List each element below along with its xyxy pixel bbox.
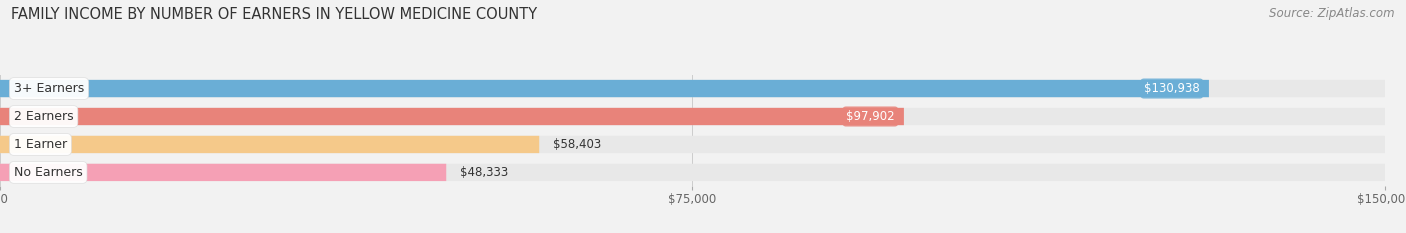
FancyBboxPatch shape [0,164,446,181]
FancyBboxPatch shape [0,108,1385,125]
Text: 2 Earners: 2 Earners [14,110,73,123]
Text: $97,902: $97,902 [846,110,894,123]
FancyBboxPatch shape [0,164,1385,181]
FancyBboxPatch shape [0,80,1209,97]
Text: FAMILY INCOME BY NUMBER OF EARNERS IN YELLOW MEDICINE COUNTY: FAMILY INCOME BY NUMBER OF EARNERS IN YE… [11,7,537,22]
Text: 3+ Earners: 3+ Earners [14,82,84,95]
Text: Source: ZipAtlas.com: Source: ZipAtlas.com [1270,7,1395,20]
FancyBboxPatch shape [0,136,1385,153]
FancyBboxPatch shape [0,80,1385,97]
Text: $58,403: $58,403 [553,138,602,151]
Text: $48,333: $48,333 [460,166,509,179]
Text: 1 Earner: 1 Earner [14,138,67,151]
Text: No Earners: No Earners [14,166,83,179]
FancyBboxPatch shape [0,136,540,153]
FancyBboxPatch shape [0,108,904,125]
Text: $130,938: $130,938 [1144,82,1199,95]
